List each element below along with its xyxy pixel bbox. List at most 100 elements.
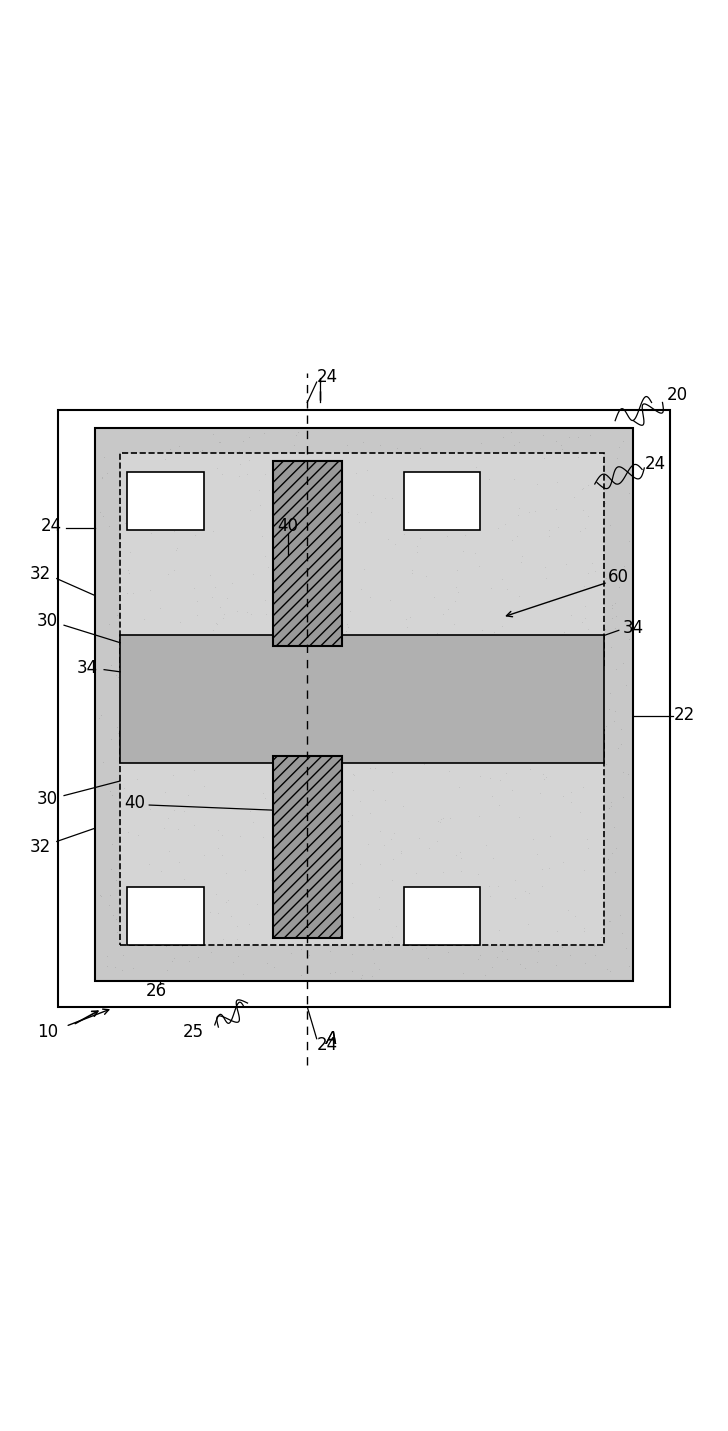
Point (191, 635, 203, 658)
Point (106, 857, 117, 880)
Point (486, 630, 497, 653)
Point (492, 517, 504, 539)
Point (420, 733, 432, 756)
Point (282, 524, 294, 547)
Point (496, 568, 508, 591)
Point (295, 688, 306, 711)
Point (540, 637, 552, 660)
Point (306, 803, 317, 826)
Point (227, 952, 239, 975)
Point (609, 592, 620, 615)
Point (304, 484, 315, 507)
Point (242, 448, 254, 471)
Point (135, 645, 147, 668)
Point (528, 853, 539, 876)
Point (536, 857, 547, 880)
Point (513, 851, 525, 874)
Point (240, 844, 252, 867)
Point (328, 641, 340, 664)
Point (127, 581, 139, 604)
Point (341, 434, 353, 456)
Bar (120, 635, 604, 763)
Point (304, 555, 316, 578)
Point (282, 497, 294, 519)
Point (568, 591, 579, 614)
Point (221, 587, 233, 610)
Point (470, 456, 482, 479)
Point (249, 741, 261, 764)
Point (377, 654, 389, 677)
Point (253, 664, 264, 687)
Point (220, 892, 232, 914)
Point (353, 511, 365, 534)
Point (578, 920, 590, 943)
Point (323, 846, 334, 869)
Point (493, 537, 505, 560)
Point (529, 539, 541, 562)
Point (485, 884, 496, 907)
Point (133, 823, 145, 846)
Point (290, 456, 301, 479)
Point (305, 644, 317, 667)
Point (523, 757, 535, 780)
Point (231, 927, 242, 950)
Point (550, 953, 562, 976)
Point (160, 687, 172, 710)
Point (543, 518, 555, 541)
Bar (127, 472, 204, 529)
Point (548, 637, 560, 660)
Point (223, 730, 235, 753)
Point (580, 886, 592, 909)
Point (207, 422, 218, 445)
Point (226, 664, 238, 687)
Point (245, 498, 256, 521)
Point (295, 964, 306, 987)
Point (563, 718, 575, 741)
Point (283, 507, 295, 529)
Point (153, 507, 165, 529)
Point (237, 685, 249, 708)
Point (245, 532, 257, 555)
Point (115, 587, 127, 610)
Point (569, 904, 581, 927)
Point (532, 610, 544, 633)
Point (306, 851, 317, 874)
Point (560, 552, 571, 575)
Point (176, 934, 188, 957)
Point (389, 743, 400, 766)
Point (259, 462, 271, 485)
Point (454, 687, 465, 710)
Point (132, 625, 143, 648)
Point (290, 635, 301, 658)
Bar (273, 756, 342, 937)
Point (480, 542, 492, 565)
Point (350, 498, 362, 521)
Point (295, 675, 306, 698)
Point (521, 720, 532, 743)
Point (439, 591, 451, 614)
Point (577, 693, 589, 716)
Point (450, 844, 462, 867)
Point (178, 834, 190, 857)
Point (438, 488, 449, 511)
Point (194, 899, 206, 922)
Point (568, 683, 579, 705)
Point (555, 936, 567, 959)
Point (485, 622, 496, 645)
Point (343, 810, 355, 833)
Point (284, 469, 296, 492)
Point (222, 889, 234, 912)
Point (506, 529, 518, 552)
Point (419, 611, 430, 634)
Point (582, 667, 593, 690)
Point (385, 774, 397, 797)
Point (623, 954, 635, 977)
Point (552, 554, 563, 577)
Point (518, 734, 530, 757)
Point (494, 724, 505, 747)
Point (395, 747, 407, 770)
Point (237, 429, 248, 452)
Point (433, 892, 445, 914)
Point (418, 638, 430, 661)
Point (127, 804, 139, 827)
